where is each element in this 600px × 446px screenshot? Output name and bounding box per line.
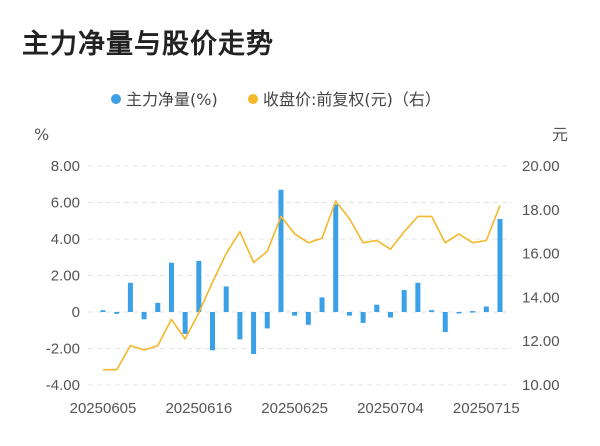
x-axis-tick-label: 20250704 — [357, 400, 424, 417]
legend: 主力净量(%) 收盘价:前复权(元)（右） — [111, 90, 441, 109]
left-axis-unit: % — [34, 125, 49, 144]
right-axis-unit: 元 — [552, 125, 568, 144]
right-axis-tick-label: 14.00 — [522, 289, 560, 306]
bar — [442, 312, 448, 333]
bar — [141, 312, 147, 320]
left-axis-tick-label: 4.00 — [51, 231, 80, 248]
right-axis-tick-label: 12.00 — [522, 333, 560, 350]
bar — [401, 290, 407, 312]
right-axis-tick-label: 10.00 — [522, 377, 560, 394]
x-axis-tick-label: 20250715 — [453, 400, 520, 417]
bar — [210, 312, 216, 351]
bar — [168, 262, 174, 312]
legend-bar-label: 主力净量(%) — [126, 90, 218, 109]
bar — [223, 286, 229, 312]
right-axis-tick-label: 18.00 — [522, 202, 560, 219]
bar — [292, 312, 298, 316]
left-axis-tick-label: 2.00 — [51, 268, 80, 285]
bar — [127, 282, 133, 312]
bar — [429, 310, 435, 312]
legend-line-marker — [248, 94, 258, 104]
price-line — [103, 200, 501, 371]
left-axis-tick-label: -2.00 — [46, 341, 80, 358]
bar — [100, 310, 106, 312]
bar — [155, 302, 161, 312]
bar — [360, 312, 366, 323]
bar — [182, 312, 188, 334]
bar — [333, 204, 339, 312]
bar — [346, 312, 352, 316]
bar — [387, 312, 393, 318]
legend-line-label: 收盘价:前复权(元)（右） — [263, 90, 441, 109]
x-axis-tick-label: 20250616 — [165, 400, 232, 417]
left-axis-tick-label: 8.00 — [51, 158, 80, 175]
bar — [305, 312, 311, 325]
bar — [264, 312, 270, 329]
left-axis-tick-label: 0 — [72, 304, 80, 321]
right-axis-tick-label: 16.00 — [522, 246, 560, 263]
bar — [278, 189, 284, 312]
right-axis-tick-label: 20.00 — [522, 158, 560, 175]
x-axis-tick-label: 20250605 — [70, 400, 137, 417]
bar — [319, 297, 325, 312]
legend-bar-marker — [111, 94, 121, 104]
bar — [114, 312, 120, 314]
bar — [483, 306, 489, 312]
bar — [237, 312, 243, 340]
bar — [456, 312, 462, 314]
bar — [374, 304, 380, 312]
left-axis-tick-label: -4.00 — [46, 377, 80, 394]
bar — [470, 311, 476, 313]
bar — [415, 282, 421, 312]
bar — [497, 218, 503, 312]
x-axis-tick-label: 20250625 — [261, 400, 328, 417]
bar — [196, 260, 202, 312]
left-axis-tick-label: 6.00 — [51, 195, 80, 212]
bar — [251, 312, 257, 354]
chart-title: 主力净量与股价走势 — [22, 29, 274, 60]
